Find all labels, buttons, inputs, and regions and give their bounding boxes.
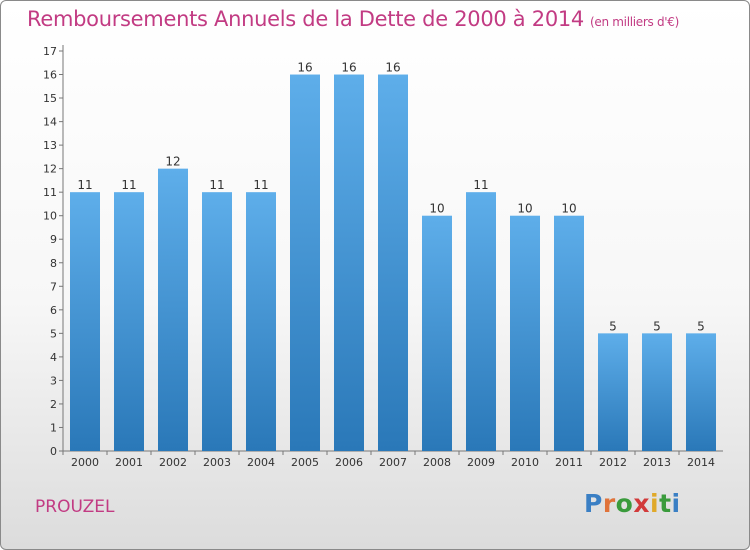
y-tick-label: 3 — [50, 374, 57, 387]
bar-value-label: 11 — [121, 178, 136, 192]
bar — [378, 74, 408, 451]
bar-value-label: 10 — [517, 202, 532, 216]
bar-value-label: 11 — [473, 178, 488, 192]
y-tick-label: 15 — [43, 92, 57, 105]
x-tick-label: 2003 — [203, 456, 231, 469]
x-tick-label: 2014 — [687, 456, 715, 469]
y-tick-label: 4 — [50, 351, 57, 364]
x-tick-label: 2012 — [599, 456, 627, 469]
bar — [334, 74, 364, 451]
x-tick-label: 2007 — [379, 456, 407, 469]
bar-value-label: 12 — [165, 155, 180, 169]
x-tick-label: 2000 — [71, 456, 99, 469]
bar-value-label: 11 — [209, 178, 224, 192]
proxiti-logo: Proxiti — [584, 489, 681, 518]
bar — [246, 192, 276, 452]
bar — [598, 333, 628, 451]
x-tick-label: 2011 — [555, 456, 583, 469]
bar — [686, 333, 716, 451]
chart-subtitle: (en milliers d'€) — [590, 15, 680, 29]
y-tick-label: 6 — [50, 304, 57, 317]
bar — [422, 215, 452, 451]
logo-letter: i — [671, 489, 681, 518]
bar-value-label: 10 — [429, 202, 444, 216]
logo-letter: o — [615, 489, 634, 518]
x-tick-label: 2008 — [423, 456, 451, 469]
y-tick-label: 16 — [43, 69, 57, 82]
y-tick-label: 14 — [43, 116, 57, 129]
y-tick-label: 7 — [50, 280, 57, 293]
logo-letter: P — [584, 489, 603, 518]
bar — [290, 74, 320, 451]
bar-value-label: 5 — [609, 319, 617, 333]
x-tick-label: 2009 — [467, 456, 495, 469]
y-tick-label: 0 — [50, 445, 57, 458]
bar-value-label: 11 — [253, 178, 268, 192]
logo-letter: i — [650, 489, 660, 518]
x-tick-label: 2004 — [247, 456, 275, 469]
bar-value-label: 10 — [561, 202, 576, 216]
y-tick-label: 9 — [50, 233, 57, 246]
bar — [114, 192, 144, 452]
x-tick-label: 2006 — [335, 456, 363, 469]
logo-letter: t — [659, 489, 672, 518]
y-tick-label: 17 — [43, 45, 57, 58]
logo-letter: r — [602, 489, 616, 518]
bar-value-label: 5 — [697, 319, 705, 333]
chart-title-text: Remboursements Annuels de la Dette de 20… — [27, 7, 584, 31]
bar-value-label: 16 — [297, 61, 312, 75]
y-tick-label: 11 — [43, 186, 57, 199]
bar — [466, 192, 496, 452]
bar-value-label: 5 — [653, 319, 661, 333]
x-tick-label: 2010 — [511, 456, 539, 469]
bar — [70, 192, 100, 452]
bar-value-label: 16 — [341, 61, 356, 75]
y-tick-label: 12 — [43, 163, 57, 176]
logo-letter: x — [633, 489, 650, 518]
y-tick-label: 2 — [50, 398, 57, 411]
x-tick-label: 2002 — [159, 456, 187, 469]
bar — [554, 215, 584, 451]
x-tick-label: 2013 — [643, 456, 671, 469]
bar-value-label: 16 — [385, 61, 400, 75]
bar — [642, 333, 672, 451]
y-tick-label: 5 — [50, 327, 57, 340]
x-tick-label: 2001 — [115, 456, 143, 469]
y-tick-label: 10 — [43, 210, 57, 223]
x-tick-label: 2005 — [291, 456, 319, 469]
chart-title: Remboursements Annuels de la Dette de 20… — [27, 7, 679, 31]
bar-value-label: 11 — [77, 178, 92, 192]
bar — [202, 192, 232, 452]
bar — [510, 215, 540, 451]
commune-name: PROUZEL — [35, 497, 115, 517]
y-tick-label: 1 — [50, 421, 57, 434]
bar — [158, 168, 188, 451]
y-tick-label: 8 — [50, 257, 57, 270]
y-tick-label: 13 — [43, 139, 57, 152]
